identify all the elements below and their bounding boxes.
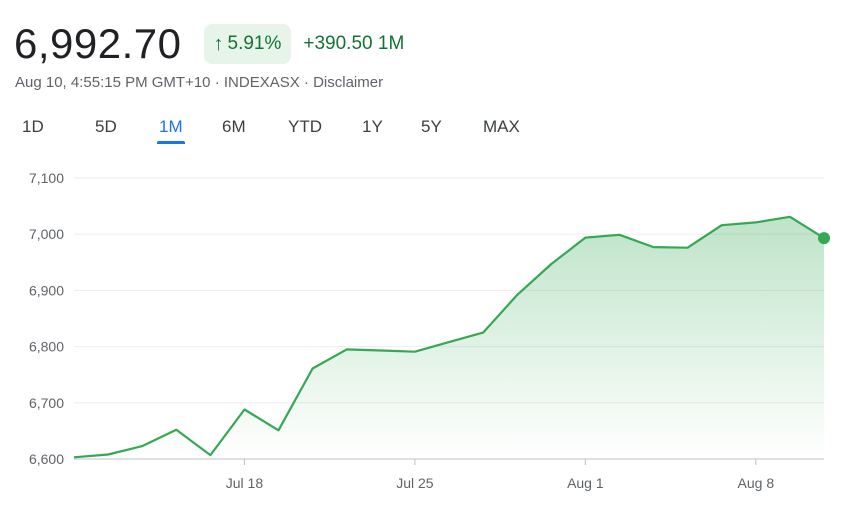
tab-1y[interactable]: 1Y — [362, 117, 383, 136]
data-point — [652, 246, 654, 248]
data-point — [789, 216, 791, 218]
data-point — [277, 429, 279, 431]
tab-6m[interactable]: 6M — [222, 117, 246, 136]
data-point — [243, 408, 245, 410]
data-point — [346, 348, 348, 350]
quote-meta: Aug 10, 4:55:15 PM GMT+10 · INDEXASX · D… — [15, 74, 383, 91]
disclaimer-link[interactable]: Disclaimer — [313, 74, 384, 91]
price-line — [73, 215, 825, 459]
y-tick-label: 6,600 — [29, 451, 64, 467]
y-tick-label: 7,100 — [29, 170, 64, 186]
separator: · — [210, 74, 224, 91]
data-point — [448, 341, 450, 343]
data-point — [107, 453, 109, 455]
data-point — [618, 234, 620, 236]
tab-1d[interactable]: 1D — [22, 117, 44, 136]
y-tick-label: 7,000 — [29, 226, 64, 242]
data-point — [311, 367, 313, 369]
quote-header: 6,992.70 ↑ 5.91% +390.50 1M — [14, 18, 404, 70]
area-fill — [74, 216, 824, 459]
data-point — [141, 445, 143, 447]
tab-5d[interactable]: 5D — [95, 117, 117, 136]
tab-max[interactable]: MAX — [483, 117, 520, 136]
y-tick-label: 6,900 — [29, 282, 64, 298]
y-tick-label: 6,700 — [29, 395, 64, 411]
data-point — [73, 456, 75, 458]
change-period: 1M — [377, 33, 405, 54]
x-tick-label: Jul 25 — [396, 475, 434, 491]
data-point — [584, 236, 586, 238]
data-point — [721, 224, 723, 226]
x-tick-label: Aug 8 — [738, 475, 775, 491]
percent-change: 5.91% — [227, 33, 282, 54]
absolute-change-value: +390.50 — [303, 33, 373, 54]
data-point — [482, 331, 484, 333]
data-point — [414, 350, 416, 352]
data-point — [209, 454, 211, 456]
percent-change-badge: ↑ 5.91% — [203, 24, 292, 64]
tab-5y[interactable]: 5Y — [421, 117, 442, 136]
timestamp: Aug 10, 4:55:15 PM GMT+10 — [15, 74, 211, 91]
current-price: 6,992.70 — [14, 20, 182, 67]
absolute-change: +390.50 1M — [303, 33, 404, 55]
x-tick-label: Aug 1 — [567, 475, 604, 491]
data-point — [516, 294, 518, 296]
data-point — [380, 349, 382, 351]
arrow-up-icon: ↑ — [213, 32, 224, 55]
exchange-name: INDEXASX — [223, 74, 300, 91]
tab-1m[interactable]: 1M — [157, 114, 185, 144]
data-point — [550, 263, 552, 265]
data-point — [175, 429, 177, 431]
tab-ytd[interactable]: YTD — [288, 117, 322, 136]
x-tick-label: Jul 18 — [226, 475, 264, 491]
data-point — [755, 221, 757, 223]
separator: · — [299, 74, 314, 91]
current-point[interactable] — [818, 232, 830, 245]
data-point — [686, 246, 688, 248]
y-tick-label: 6,800 — [29, 339, 64, 355]
